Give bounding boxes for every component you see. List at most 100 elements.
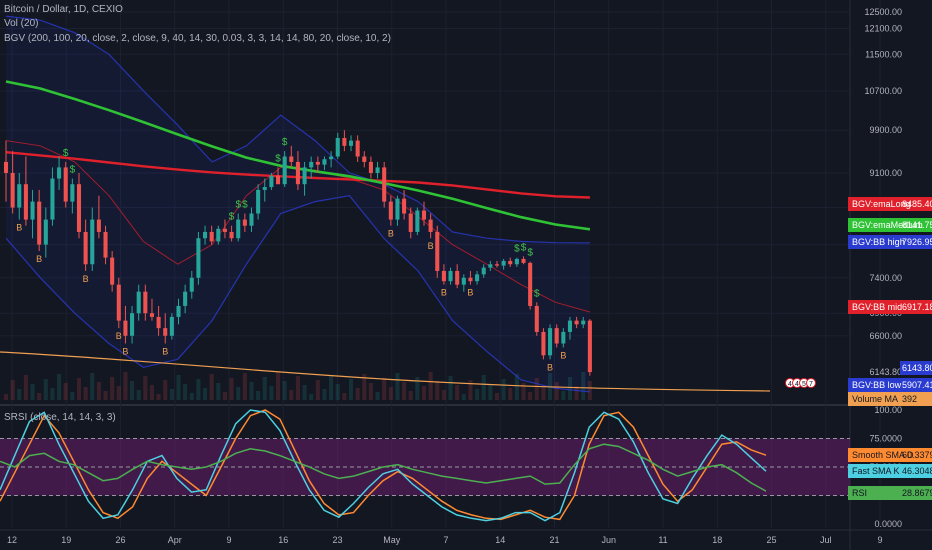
candle-body xyxy=(421,210,427,220)
price-tick-label: 7400.00 xyxy=(869,273,902,283)
candle xyxy=(514,257,519,267)
volume-bar xyxy=(130,381,135,400)
candle-body xyxy=(57,167,62,179)
bgv-legend[interactable]: BGV (200, 100, 20, close, 2, close, 9, 4… xyxy=(4,33,391,44)
candle-body xyxy=(309,161,314,168)
srsi-pane[interactable] xyxy=(0,409,850,522)
time-tick-label: Jun xyxy=(601,535,616,545)
volume-bar xyxy=(229,378,234,400)
candle xyxy=(50,167,55,226)
volume-bar xyxy=(242,373,247,400)
price-badge-value: 6917.18 xyxy=(902,302,932,312)
candle xyxy=(203,225,208,245)
candle-body xyxy=(242,219,247,226)
candle xyxy=(136,284,141,321)
candle-body xyxy=(581,320,586,325)
volume-bar xyxy=(103,391,108,400)
candle xyxy=(3,140,9,202)
candle-body xyxy=(183,291,188,306)
candle-body xyxy=(395,198,400,220)
candle-body xyxy=(50,178,55,220)
candle-body xyxy=(70,184,75,202)
candle xyxy=(189,270,194,299)
candle xyxy=(90,207,95,271)
osc-badge-name: Smooth SMA D xyxy=(852,450,914,460)
time-tick-label: 26 xyxy=(115,535,125,545)
candle-body xyxy=(110,257,115,285)
volume-bar xyxy=(382,378,387,400)
candle-body xyxy=(415,210,420,232)
candle-body xyxy=(329,156,334,160)
price-badge-name: Volume MA xyxy=(852,394,899,404)
candle xyxy=(494,260,500,268)
candle xyxy=(534,302,539,336)
osc-tick-label: 75.0000 xyxy=(869,434,902,444)
osc-badge-name: Fast SMA K xyxy=(852,466,900,476)
price-tick-label: 11500.00 xyxy=(865,49,902,59)
candle xyxy=(309,156,314,179)
candle-body xyxy=(342,137,347,146)
candle xyxy=(43,207,48,258)
candle xyxy=(428,213,433,239)
candle xyxy=(421,201,427,226)
time-tick-label: 9 xyxy=(226,535,231,545)
volume-bar xyxy=(468,380,473,400)
bollinger-band-fill xyxy=(6,16,590,392)
volume-bar xyxy=(348,379,354,400)
candle-body xyxy=(209,231,214,242)
srsi-series-fast-sma-k xyxy=(0,409,767,522)
srsi-legend[interactable]: SRSI (close, 14, 14, 3, 3) xyxy=(4,412,116,423)
candle-body xyxy=(362,156,367,162)
candle-body xyxy=(448,270,453,282)
volume-bar xyxy=(435,381,440,400)
volume-bar xyxy=(295,376,300,400)
candle xyxy=(342,130,347,152)
candle-body xyxy=(229,231,234,239)
candle xyxy=(448,267,453,285)
dollar-marker: $ xyxy=(63,148,69,159)
volume-bar xyxy=(110,377,115,400)
symbol-title[interactable]: Bitcoin / Dollar, 1D, CEXIO xyxy=(4,4,123,15)
candle-body xyxy=(554,328,559,344)
candle-body xyxy=(116,284,121,321)
candle-body xyxy=(368,161,373,173)
candle xyxy=(30,189,35,239)
volume-bar xyxy=(256,391,261,400)
buy-marker: B xyxy=(560,350,566,360)
candle xyxy=(209,225,214,245)
candle xyxy=(475,270,480,285)
candle-body xyxy=(514,258,519,265)
price-badge: BGV:BB low 5907.41 xyxy=(848,378,932,392)
volume-bar xyxy=(534,378,539,400)
volume-bar xyxy=(282,381,287,400)
volume-bar xyxy=(183,384,188,400)
time-tick-label: 21 xyxy=(549,535,559,545)
osc-badge: Fast SMA K 46.3048 xyxy=(848,464,932,478)
volume-bar xyxy=(275,372,281,400)
candle xyxy=(63,161,68,208)
candle xyxy=(468,270,473,285)
marker-circle xyxy=(806,378,816,388)
price-badge-value: 6143.80 xyxy=(902,363,932,373)
candles[interactable] xyxy=(3,130,592,376)
time-tick-label: 16 xyxy=(278,535,288,545)
volume-legend[interactable]: Vol (20) xyxy=(4,18,39,29)
candle-body xyxy=(176,305,181,317)
candle xyxy=(183,284,188,314)
signal-markers: BB$$BBB B$$ $$$BBB B$ $ $$BB4 4 5 7 xyxy=(16,137,816,388)
candle-body xyxy=(196,238,201,278)
osc-badge-value: 46.3048 xyxy=(902,466,932,476)
candle-body xyxy=(481,267,486,275)
candle xyxy=(96,195,101,239)
candle-body xyxy=(63,167,68,202)
bb-low-line xyxy=(5,195,590,393)
candle xyxy=(196,231,201,285)
time-tick-label: 25 xyxy=(766,535,776,545)
price-badge-name: BGV:emaLong xyxy=(852,199,911,209)
volume-bar xyxy=(50,388,55,400)
osc-tick-label: 100.00 xyxy=(874,405,902,415)
volume-bar xyxy=(176,375,181,400)
candle-body xyxy=(216,228,221,242)
osc-badge-value: 28.8679 xyxy=(902,488,932,498)
